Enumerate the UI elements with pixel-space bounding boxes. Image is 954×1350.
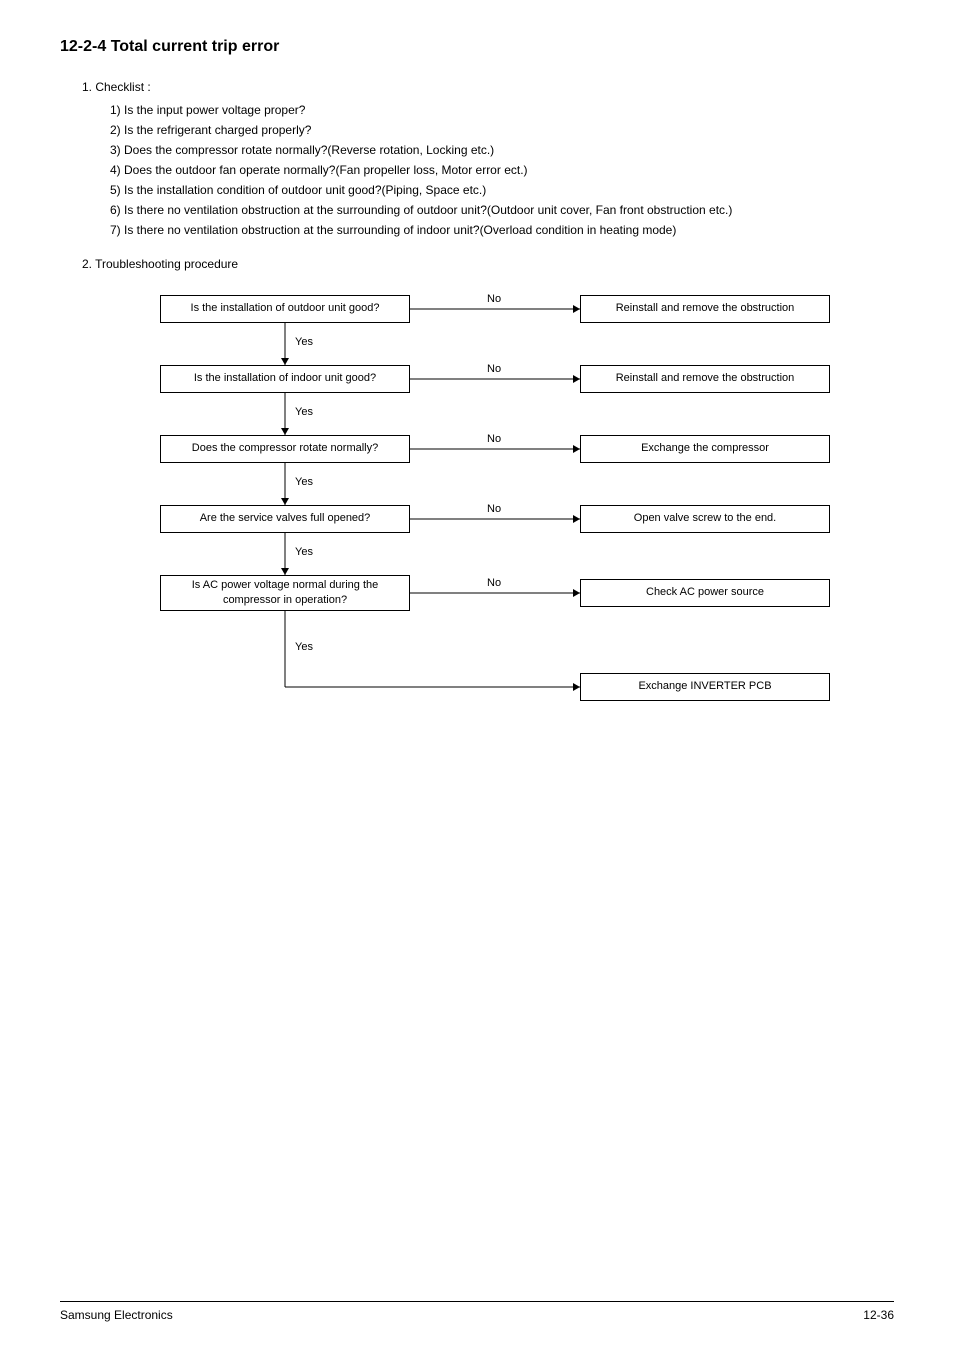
edge-label-no: No [487,433,501,445]
checklist-item: 7) Is there no ventilation obstruction a… [110,221,894,239]
edge-label-yes: Yes [295,641,313,653]
checklist-item: 5) Is the installation condition of outd… [110,181,894,199]
checklist-item: 6) Is there no ventilation obstruction a… [110,201,894,219]
checklist-item: 4) Does the outdoor fan operate normally… [110,161,894,179]
flow-connectors [160,295,860,711]
edge-label-yes: Yes [295,546,313,558]
page-footer: Samsung Electronics 12-36 [60,1301,894,1322]
action-box: Check AC power source [580,579,830,607]
action-box: Exchange INVERTER PCB [580,673,830,701]
edge-label-no: No [487,577,501,589]
checklist-heading: 1. Checklist : [82,78,894,97]
edge-label-yes: Yes [295,476,313,488]
footer-right: 12-36 [863,1308,894,1322]
edge-label-yes: Yes [295,336,313,348]
decision-box: Is AC power voltage normal during the co… [160,575,410,611]
checklist-item: 2) Is the refrigerant charged properly? [110,121,894,139]
footer-left: Samsung Electronics [60,1308,173,1322]
flowchart: Is the installation of outdoor unit good… [160,295,860,735]
section-title: 12-2-4 Total current trip error [60,38,894,56]
action-box: Reinstall and remove the obstruction [580,365,830,393]
edge-label-no: No [487,503,501,515]
decision-box: Is the installation of indoor unit good? [160,365,410,393]
edge-label-no: No [487,293,501,305]
edge-label-no: No [487,363,501,375]
procedure-heading: 2. Troubleshooting procedure [82,257,894,271]
action-box: Open valve screw to the end. [580,505,830,533]
decision-box: Is the installation of outdoor unit good… [160,295,410,323]
edge-label-yes: Yes [295,406,313,418]
action-box: Exchange the compressor [580,435,830,463]
decision-box: Are the service valves full opened? [160,505,410,533]
checklist-item: 1) Is the input power voltage proper? [110,101,894,119]
checklist-item: 3) Does the compressor rotate normally?(… [110,141,894,159]
decision-box: Does the compressor rotate normally? [160,435,410,463]
action-box: Reinstall and remove the obstruction [580,295,830,323]
